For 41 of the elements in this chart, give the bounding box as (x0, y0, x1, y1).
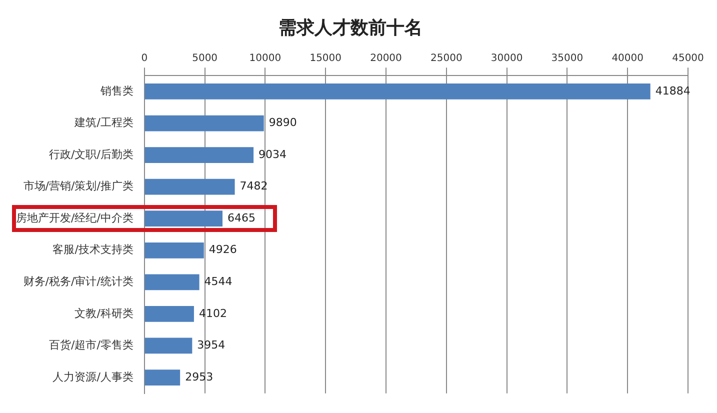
bar (144, 147, 254, 163)
data-label: 2953 (185, 370, 214, 384)
bar (144, 242, 204, 258)
y-tick-label: 客服/技术支持类 (52, 243, 134, 256)
x-tick-label: 35000 (551, 53, 584, 64)
x-tick-label: 20000 (370, 53, 402, 64)
y-tick-label: 人力资源/人事类 (52, 370, 134, 384)
bar (144, 306, 194, 322)
x-tick-label: 10000 (249, 53, 282, 64)
y-tick-label: 房地产开发/经纪/中介类 (16, 211, 134, 224)
x-tick-label: 40000 (612, 53, 644, 64)
data-label: 6465 (228, 211, 256, 224)
y-tick-label: 销售类 (99, 84, 134, 98)
bar (144, 178, 235, 195)
y-tick-label: 行政/文职/后勤类 (48, 148, 134, 161)
x-tick-label: 0 (141, 53, 148, 64)
y-tick-label: 百货/超市/零售类 (48, 338, 134, 352)
x-tick-label: 5000 (192, 53, 218, 64)
data-label: 4102 (198, 306, 227, 320)
x-tick-label: 45000 (672, 53, 704, 64)
data-label: 4926 (208, 243, 237, 256)
bar (144, 115, 264, 132)
y-tick-label: 市场/营销/策划/推广类 (23, 180, 134, 193)
y-tick-label: 建筑/工程类 (74, 116, 134, 130)
bar (144, 370, 180, 386)
data-label: 9890 (268, 116, 297, 130)
bar (144, 274, 200, 290)
x-tick-label: 25000 (430, 53, 462, 64)
bar (144, 210, 223, 227)
y-tick-label: 财务/税务/审计/统计类 (23, 275, 134, 288)
x-tick-label: 15000 (310, 53, 342, 64)
data-label: 4544 (204, 275, 232, 288)
data-label: 7482 (240, 180, 268, 193)
bar (144, 84, 650, 100)
data-label: 3954 (197, 338, 226, 352)
y-tick-label: 文教/科研类 (74, 306, 134, 320)
bar (144, 338, 192, 354)
x-tick-label: 30000 (490, 53, 523, 64)
data-label: 9034 (258, 148, 287, 161)
chart-title: 需求人才数前十名 (278, 17, 422, 38)
data-label: 41884 (655, 84, 690, 98)
